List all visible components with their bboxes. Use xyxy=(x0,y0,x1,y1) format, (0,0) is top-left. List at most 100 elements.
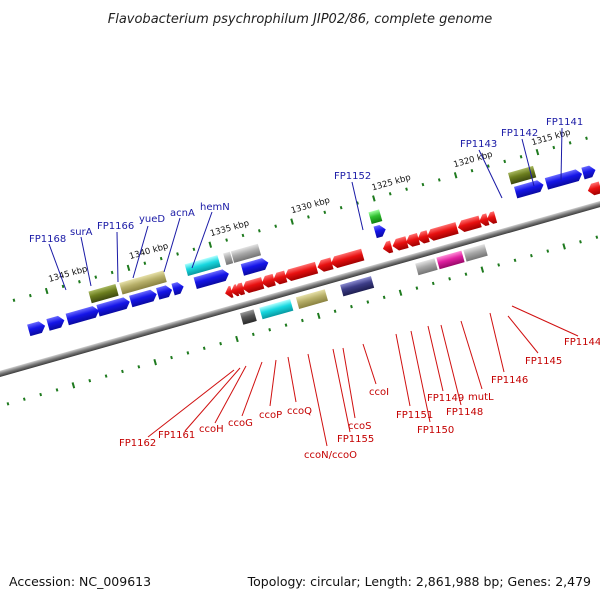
gene-label-ccoQ[interactable]: ccoQ xyxy=(287,406,312,417)
gene-yueD[interactable] xyxy=(171,281,185,296)
gene-FP1149[interactable] xyxy=(404,233,421,248)
top-tick-row xyxy=(12,136,588,302)
scale-tick xyxy=(372,195,376,202)
kbp-label: 1325 kbp xyxy=(371,173,412,194)
scale-tick xyxy=(121,369,124,374)
gene-label-ccoS[interactable]: ccoS xyxy=(348,421,371,432)
gene-label-ccoP[interactable]: ccoP xyxy=(259,410,282,421)
gene-ccoP[interactable] xyxy=(260,273,276,289)
kbp-label: 1340 kbp xyxy=(128,241,169,262)
scale-tick xyxy=(268,328,272,332)
gene-FP1166-cog[interactable] xyxy=(223,251,234,266)
scale-tick xyxy=(552,145,556,150)
scale-tick xyxy=(421,182,425,187)
scale-tick xyxy=(323,210,327,215)
gene-FP1141[interactable] xyxy=(581,164,597,180)
gene-ccoS[interactable] xyxy=(316,257,334,274)
gene-label-surA[interactable]: surA xyxy=(70,227,93,238)
gene-FP1162-cog[interactable] xyxy=(240,309,257,325)
gene-label-ccoG[interactable]: ccoG xyxy=(228,418,253,429)
gene-ccoP-cog[interactable] xyxy=(259,299,294,320)
gene-label-ccoI[interactable]: ccoI xyxy=(369,387,389,398)
gene-FP1143-cog[interactable] xyxy=(507,165,537,185)
gene-label-FP1161[interactable]: FP1161 xyxy=(158,430,195,441)
gene-FP1146-cog[interactable] xyxy=(463,244,488,262)
gene-label-FP1162[interactable]: FP1162 xyxy=(119,438,156,449)
gene-ccoQ-cog[interactable] xyxy=(295,289,328,309)
gene-FP1169[interactable] xyxy=(46,315,66,331)
gene-FP1149-cog[interactable] xyxy=(415,258,438,276)
gene-FP1170[interactable] xyxy=(27,320,47,337)
gene-mutL-cog[interactable] xyxy=(436,250,465,270)
gene-FP1151[interactable] xyxy=(381,240,394,255)
gene-label-hemN[interactable]: hemN xyxy=(200,202,230,213)
gene-label-FP1143[interactable]: FP1143 xyxy=(460,139,497,150)
gene-FP1152-cog[interactable] xyxy=(368,209,383,224)
scale-tick xyxy=(186,351,190,355)
genome-backbone xyxy=(0,193,600,385)
gene-FP1152[interactable] xyxy=(373,224,388,239)
gene-ccoN-ccoO[interactable] xyxy=(283,261,319,283)
gene-label-FP1148[interactable]: FP1148 xyxy=(446,407,483,418)
scale-tick xyxy=(39,392,43,397)
gene-ccoI[interactable] xyxy=(329,248,365,270)
gene-label-FP1144[interactable]: FP1144 xyxy=(564,337,600,348)
gene-FP1144[interactable] xyxy=(485,211,498,225)
gene-label-FP1155[interactable]: FP1155 xyxy=(337,434,374,445)
gene-acnA[interactable] xyxy=(193,268,231,290)
bottom-leader-lines xyxy=(147,305,579,447)
gene-label-FP1166[interactable]: FP1166 xyxy=(97,221,134,232)
gene-mutL[interactable] xyxy=(426,222,459,242)
gene-label-ccoN-ccoO[interactable]: ccoN/ccoO xyxy=(304,450,357,461)
gene-FP1142[interactable] xyxy=(544,168,584,190)
gene-label-FP1146[interactable]: FP1146 xyxy=(491,375,528,386)
gene-label-yueD[interactable]: yueD xyxy=(139,214,165,225)
gene-FP1148[interactable] xyxy=(416,230,430,245)
gene-surA-cog[interactable] xyxy=(119,270,167,295)
gene-label-acnA[interactable]: acnA xyxy=(170,208,195,219)
gene-ccoI-cog[interactable] xyxy=(340,276,375,297)
scale-tick xyxy=(290,218,294,225)
gene-FP1168-cog[interactable] xyxy=(88,284,119,304)
gene-surA[interactable] xyxy=(129,288,158,308)
scale-tick xyxy=(219,341,222,346)
scale-tick xyxy=(431,281,435,286)
gene-FP1145[interactable] xyxy=(478,213,490,227)
gene-label-FP1149[interactable]: FP1149 xyxy=(427,393,464,404)
gene-FP1161[interactable] xyxy=(229,284,240,297)
gene-FP1146[interactable] xyxy=(456,215,482,234)
gene-label-FP1152[interactable]: FP1152 xyxy=(334,171,371,182)
gene-FP1167[interactable] xyxy=(96,296,131,317)
gene-label-ccoH[interactable]: ccoH xyxy=(199,424,224,435)
scale-tick xyxy=(339,205,343,210)
scale-tick xyxy=(333,309,337,313)
scale-tick xyxy=(366,300,370,304)
gene-label-mutL[interactable]: mutL xyxy=(468,392,494,403)
gene-FP1162[interactable] xyxy=(223,285,234,299)
gene-label-FP1168[interactable]: FP1168 xyxy=(29,234,66,245)
scale-tick xyxy=(579,240,582,244)
scale-tick xyxy=(22,397,26,401)
gene-label-FP1150[interactable]: FP1150 xyxy=(417,425,454,436)
gene-ccoG[interactable] xyxy=(241,277,265,294)
scale-tick xyxy=(519,155,523,159)
gene-FP1166[interactable] xyxy=(156,284,174,300)
gene-label-FP1142[interactable]: FP1142 xyxy=(501,128,538,139)
gene-FP1140[interactable] xyxy=(586,181,600,197)
gene-label-FP1151[interactable]: FP1151 xyxy=(396,410,433,421)
scale-tick xyxy=(159,256,163,261)
gene-label-FP1141[interactable]: FP1141 xyxy=(546,117,583,128)
gene-hemN[interactable] xyxy=(240,257,270,276)
gene-FP1168[interactable] xyxy=(65,305,101,326)
gene-FP1143[interactable] xyxy=(513,179,545,199)
gene-FP1150[interactable] xyxy=(391,236,409,252)
scale-tick xyxy=(284,323,288,327)
gene-acnA-cog[interactable] xyxy=(184,255,221,276)
gene-ccoQ[interactable] xyxy=(272,270,288,286)
scale-tick xyxy=(415,286,419,290)
scale-tick xyxy=(307,215,310,219)
scale-tick xyxy=(61,284,65,289)
gene-label-FP1145[interactable]: FP1145 xyxy=(525,356,562,367)
gene-yueD-cog[interactable] xyxy=(230,243,262,263)
scale-tick xyxy=(55,388,59,392)
